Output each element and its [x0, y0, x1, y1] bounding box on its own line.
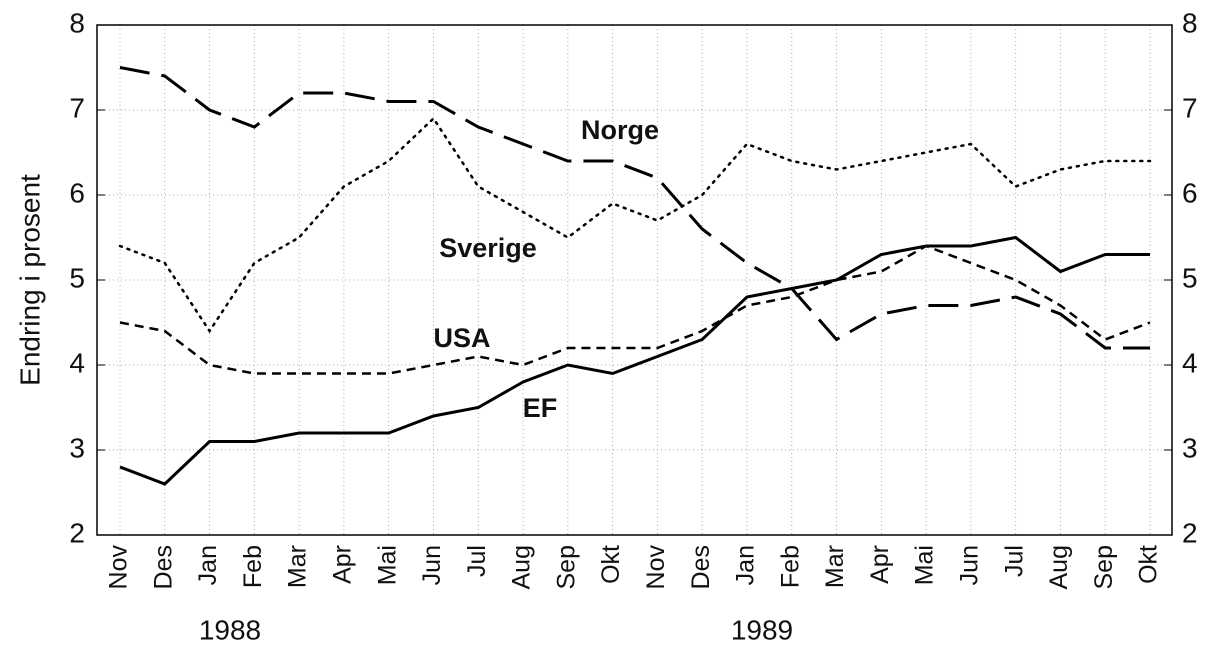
x-tick-label: Aug: [508, 545, 536, 589]
x-tick-label: Mai: [911, 545, 939, 585]
y2-tick-label: 7: [1182, 92, 1198, 123]
plot-frame: [96, 24, 1173, 536]
x-tick-label: Sep: [1090, 545, 1118, 589]
x-tick-label: Okt: [1135, 545, 1163, 584]
y-tick-label: 5: [69, 262, 85, 293]
y-tick-label: 2: [69, 517, 85, 548]
y2-tick-label: 5: [1182, 262, 1198, 293]
series-line: [119, 235, 1150, 486]
x-tick-label: Jun: [418, 545, 446, 585]
x-tick-label: Jul: [1000, 545, 1028, 577]
series-line: [119, 66, 1150, 350]
series-label: Norge: [581, 115, 659, 145]
x-tick-label: Feb: [776, 545, 804, 588]
y-axis-label: Endring i prosent: [14, 174, 45, 386]
y-tick-label: 3: [69, 432, 85, 463]
x-tick-label: Mar: [284, 545, 312, 588]
x-tick-label: Jan: [732, 545, 760, 585]
x-tick-label: Feb: [239, 545, 267, 588]
y-tick-label: 4: [69, 347, 85, 378]
x-tick-label: Mar: [821, 545, 849, 588]
year-label: 1988: [199, 614, 261, 645]
y2-tick-label: 3: [1182, 432, 1198, 463]
series-label: USA: [433, 323, 490, 353]
y2-tick-label: 4: [1182, 347, 1198, 378]
x-tick-label: Apr: [866, 545, 894, 584]
x-tick-label: Des: [149, 545, 177, 589]
x-tick-label: Jun: [955, 545, 983, 585]
x-tick-label: Aug: [1045, 545, 1073, 589]
y-tick-label: 7: [69, 92, 85, 123]
y2-tick-label: 8: [1182, 7, 1198, 38]
series-label: Sverige: [439, 233, 537, 263]
x-tick-label: Jul: [463, 545, 491, 577]
series-line: [119, 244, 1151, 375]
y2-tick-label: 2: [1182, 517, 1198, 548]
x-tick-label: Apr: [329, 545, 357, 584]
year-label: 1989: [731, 614, 793, 645]
x-tick-label: Des: [687, 545, 715, 589]
x-tick-label: Nov: [105, 545, 133, 590]
y-tick-label: 8: [69, 7, 85, 38]
series-label: EF: [523, 393, 558, 423]
x-tick-label: Sep: [552, 545, 580, 589]
y-tick-label: 6: [69, 177, 85, 208]
x-tick-label: Jan: [194, 545, 222, 585]
y2-tick-label: 6: [1182, 177, 1198, 208]
x-tick-label: Mai: [373, 545, 401, 585]
series-line: [118, 116, 1152, 334]
x-tick-label: Okt: [597, 545, 625, 584]
x-tick-label: Nov: [642, 545, 670, 590]
